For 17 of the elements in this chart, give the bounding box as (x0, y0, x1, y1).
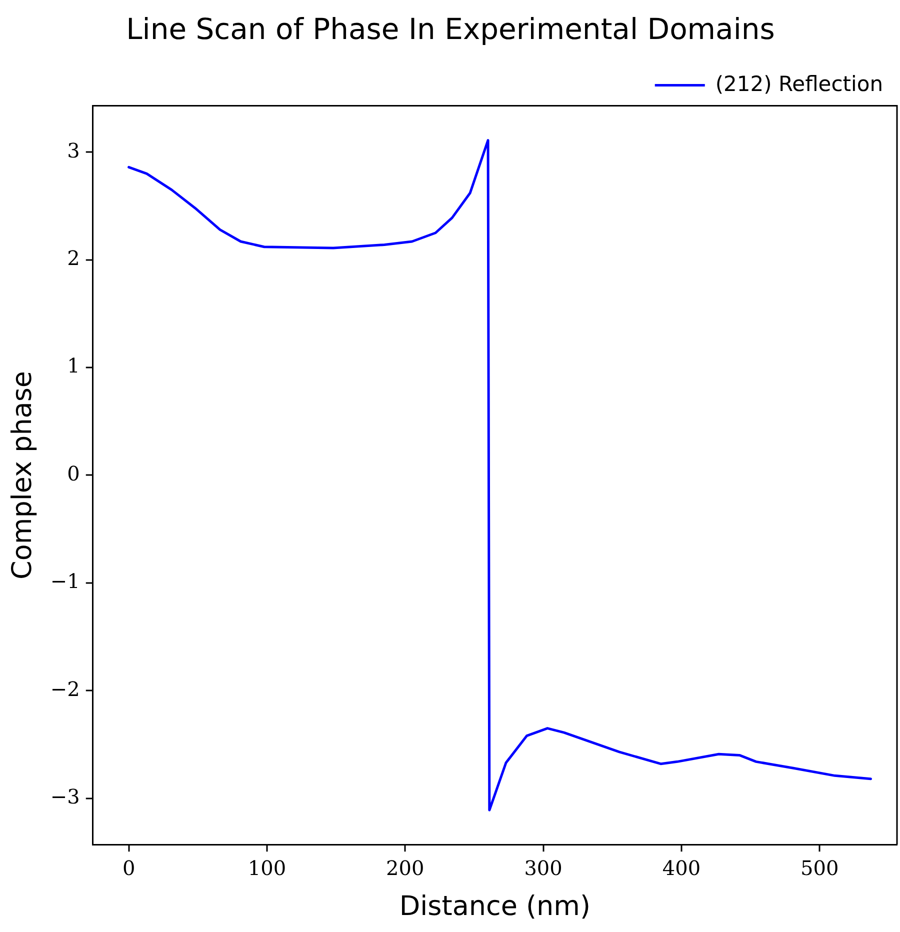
legend-label: (212) Reflection (715, 72, 884, 96)
x-tick-label: 200 (386, 856, 424, 880)
y-tick-label: 0 (67, 461, 80, 486)
chart-title: Line Scan of Phase In Experimental Domains (126, 12, 775, 46)
y-tick-label: −2 (50, 676, 80, 701)
x-tick-label: 400 (662, 856, 701, 880)
y-tick-label: −1 (50, 569, 80, 594)
x-tick-label: 300 (524, 856, 562, 880)
y-tick-label: 1 (67, 354, 80, 378)
y-tick-label: 3 (67, 138, 80, 162)
x-axis-title: Distance (nm) (399, 890, 591, 922)
x-tick-label: 0 (122, 856, 136, 880)
y-tick-label: 2 (67, 246, 80, 270)
x-tick-label: 100 (248, 856, 286, 880)
y-axis-title: Complex phase (7, 370, 38, 580)
x-tick-label: 500 (800, 856, 839, 880)
y-tick-label: −3 (50, 784, 80, 808)
